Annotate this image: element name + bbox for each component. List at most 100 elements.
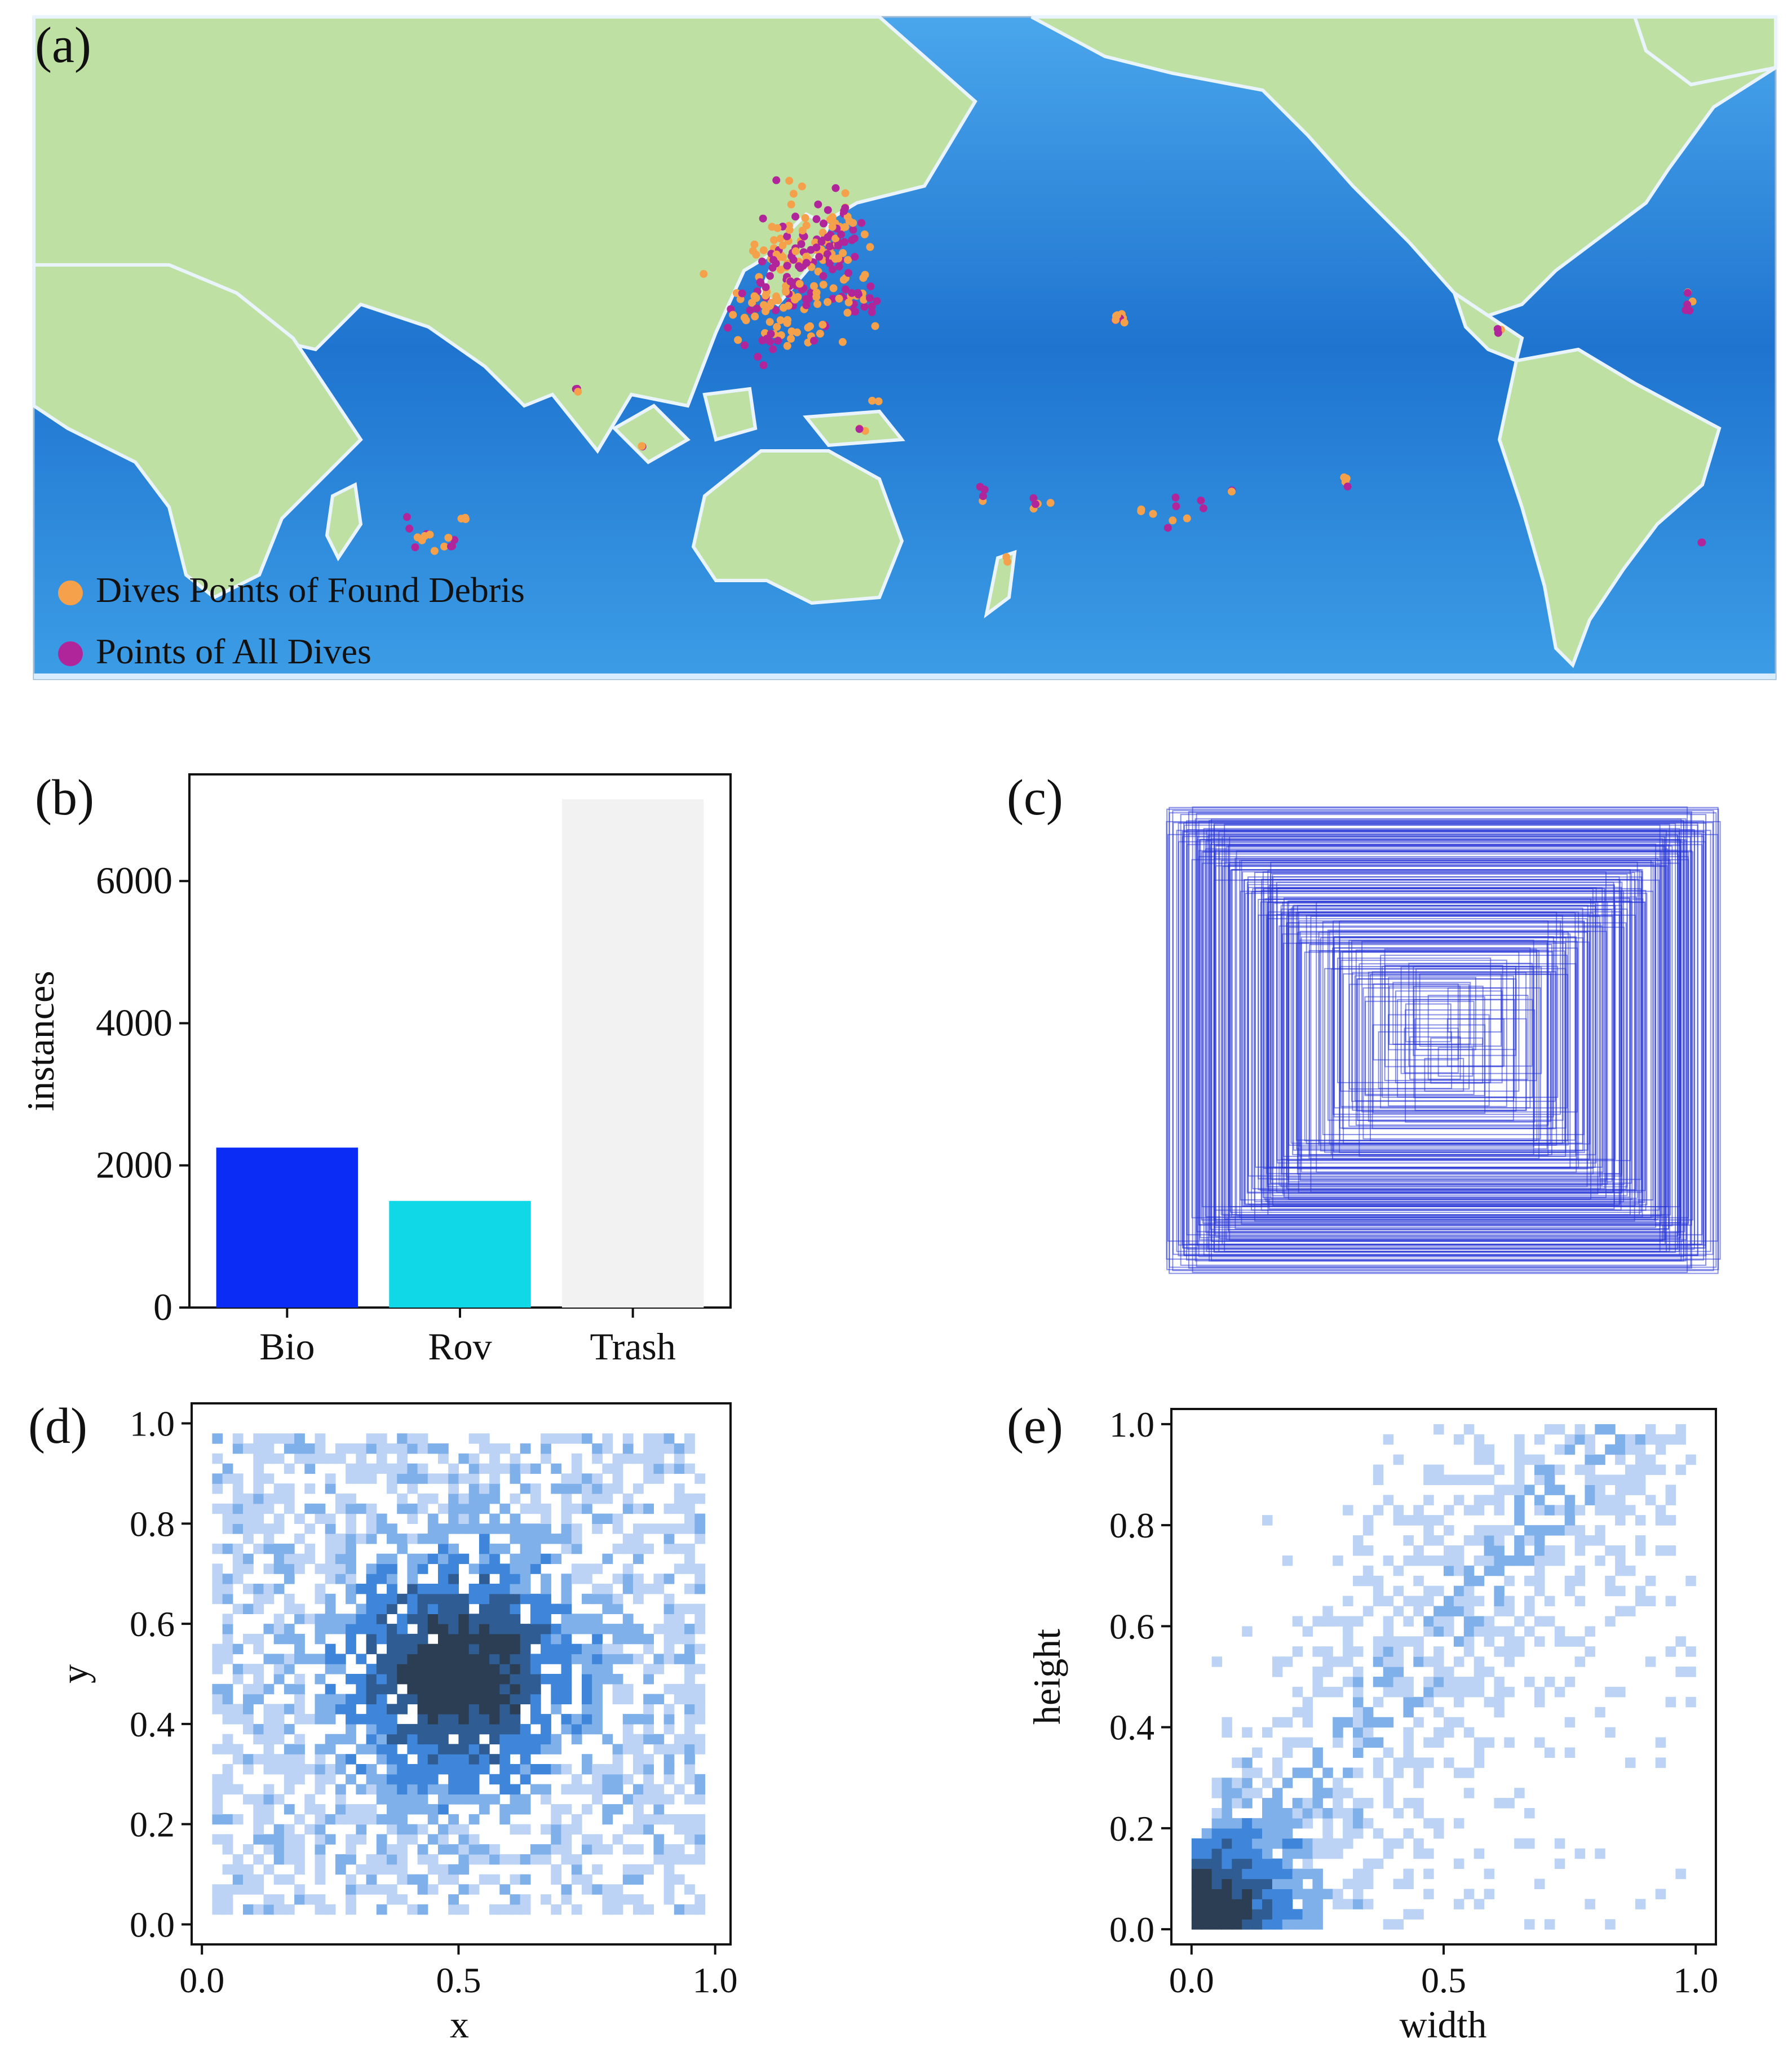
heatmap-cell [489, 1563, 500, 1574]
heatmap-cell [212, 1704, 223, 1714]
heatmap-cell [633, 1503, 644, 1514]
dive-point [802, 295, 810, 303]
heatmap-cell [1373, 1737, 1384, 1748]
heatmap-cell [232, 1714, 244, 1725]
bounding-box [1245, 893, 1648, 1206]
heatmap-cell [366, 1534, 377, 1544]
heatmap-cell [366, 1774, 377, 1785]
heatmap-cell [387, 1774, 397, 1785]
heatmap-cell [325, 1534, 336, 1544]
heatmap-cell [561, 1483, 572, 1494]
heatmap-cell [1484, 1868, 1495, 1880]
heatmap-cell [315, 1824, 326, 1835]
heatmap-cell [663, 1874, 675, 1885]
heatmap-cell [1524, 1575, 1535, 1587]
panel-label-d: (d) [28, 1398, 87, 1454]
heatmap-cell [592, 1864, 603, 1875]
heatmap-cell [520, 1443, 531, 1454]
heatmap-cell [1595, 1474, 1605, 1485]
heatmap-cell [1272, 1828, 1283, 1839]
heatmap-cell [561, 1854, 572, 1865]
dive-point [807, 289, 815, 297]
heatmap-cell [1191, 1899, 1202, 1909]
heatmap-cell [1564, 1515, 1576, 1526]
heatmap-cell [1262, 1858, 1273, 1869]
heatmap-cell [551, 1433, 562, 1444]
dive-point [851, 252, 859, 261]
heatmap-cell [366, 1563, 377, 1574]
heatmap-cell [253, 1794, 264, 1805]
heatmap-cell [1453, 1555, 1464, 1566]
heatmap-cell [407, 1834, 418, 1845]
heatmap-cell [387, 1603, 397, 1614]
heatmap-cell [1312, 1878, 1323, 1889]
heatmap-cell [397, 1834, 408, 1845]
heatmap-cell [263, 1624, 275, 1634]
heatmap-cell [232, 1854, 244, 1865]
dive-point [839, 276, 848, 284]
heatmap-cell [1444, 1667, 1454, 1677]
heatmap-cell [479, 1794, 490, 1805]
dive-point [841, 189, 849, 197]
heatmap-cell [407, 1794, 418, 1805]
heatmap-cell [438, 1764, 449, 1775]
dive-point [814, 267, 822, 276]
heatmap-cell [1302, 1899, 1313, 1909]
heatmap-cell [1211, 1909, 1223, 1920]
heatmap-cell [1453, 1858, 1464, 1869]
heatmap-cell [346, 1904, 356, 1915]
heatmap-cell [294, 1674, 305, 1685]
heatmap-cell [1453, 1596, 1464, 1607]
dive-point [839, 249, 847, 257]
heatmap-cell [1312, 1838, 1323, 1849]
heatmap-cell [356, 1654, 367, 1664]
heatmap-cell [1544, 1747, 1555, 1758]
heatmap-cell [541, 1553, 551, 1565]
heatmap-cell [1292, 1686, 1303, 1698]
heatmap-cell [1403, 1636, 1414, 1647]
heatmap-cell [397, 1593, 408, 1605]
heatmap-width-height-x-axis-label: width [1400, 2003, 1487, 2046]
heatmap-cell [1463, 1626, 1475, 1637]
heatmap-cell [1222, 1788, 1232, 1798]
heatmap-cell [427, 1614, 439, 1624]
heatmap-cell [1453, 1767, 1464, 1778]
heatmap-cell [1655, 1545, 1666, 1556]
heatmap-cell [427, 1643, 439, 1655]
heatmap-cell [458, 1494, 470, 1504]
heatmap-cell [273, 1874, 285, 1885]
heatmap-cell [684, 1774, 695, 1785]
heatmap-cell [489, 1584, 500, 1594]
heatmap-cell [335, 1443, 346, 1454]
heatmap-cell [530, 1523, 541, 1534]
heatmap-cell [1322, 1767, 1333, 1778]
heatmap-cell [633, 1633, 644, 1645]
heatmap-cell [346, 1513, 356, 1524]
heatmap-cell [653, 1794, 665, 1805]
heatmap-cell [643, 1704, 654, 1714]
heatmap-cell [1514, 1616, 1525, 1627]
dive-point [762, 283, 770, 291]
heatmap-cell [479, 1664, 490, 1674]
heatmap-cell [499, 1574, 511, 1584]
heatmap-cell [1373, 1636, 1384, 1647]
heatmap-cell [212, 1884, 223, 1895]
heatmap-cell [458, 1513, 470, 1524]
heatmap-cell [674, 1624, 685, 1634]
heatmap-cell [612, 1904, 623, 1915]
heatmap-cell [1302, 1808, 1313, 1819]
heatmap-cell [1574, 1424, 1586, 1435]
heatmap-cell [417, 1734, 428, 1745]
heatmap-cell [438, 1614, 449, 1624]
heatmap-cell [1403, 1798, 1414, 1809]
heatmap-cell [448, 1614, 459, 1624]
heatmap-cell [468, 1794, 480, 1805]
heatmap-cell [1353, 1828, 1364, 1839]
heatmap-cell [1554, 1505, 1565, 1516]
heatmap-cell [417, 1463, 428, 1474]
dive-point [774, 336, 782, 345]
heatmap-cell [294, 1774, 305, 1785]
dive-point [825, 259, 834, 268]
